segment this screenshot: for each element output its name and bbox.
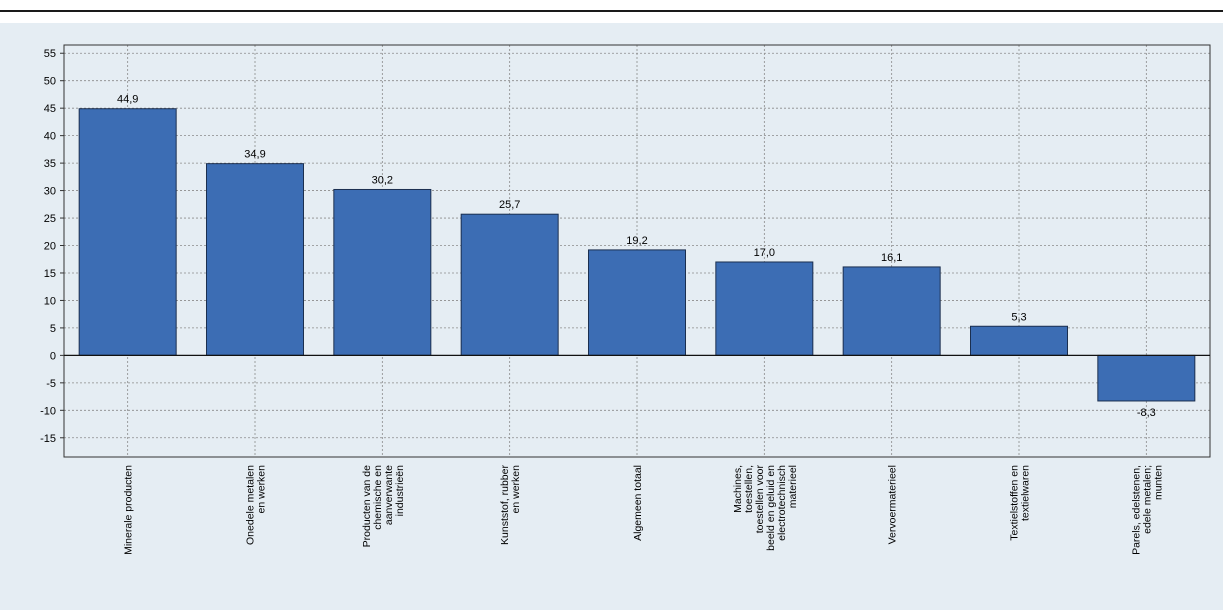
- y-tick-label: 35: [44, 158, 56, 170]
- x-category-label-line: edele metalen;: [1141, 465, 1153, 534]
- value-label: 5,3: [1011, 311, 1026, 323]
- x-category-label-line: Onedele metalen: [245, 465, 257, 545]
- x-axis-labels: Minerale producten Onedele metalen en werk…: [123, 465, 1165, 555]
- y-tick-label: 25: [44, 213, 56, 225]
- y-tick-label: 45: [44, 103, 56, 115]
- value-label: 34,9: [244, 149, 265, 161]
- value-label: 19,2: [626, 235, 647, 247]
- bar: [1097, 354, 1196, 402]
- y-tick-label: 20: [44, 241, 56, 253]
- bar: [588, 249, 686, 356]
- x-category-label-line: Vervoermaterieel: [887, 465, 899, 544]
- y-tick-label: 55: [44, 48, 56, 60]
- x-category-label: Minerale producten: [123, 465, 135, 555]
- x-category-label: Onedele metalen en werken: [245, 465, 268, 545]
- x-category-label-line: Machines,: [732, 465, 744, 513]
- x-category-label: Producten van de chemische en aanverwante i…: [361, 465, 406, 547]
- x-category-label: Algemeen totaal: [632, 465, 644, 541]
- bars: [78, 108, 1196, 402]
- x-category-label: Kunststof, rubber en werken: [499, 465, 522, 545]
- value-label: 17,0: [754, 247, 775, 259]
- x-category-label-line: chemische en: [372, 465, 384, 530]
- x-category-label-line: textielwaren: [1020, 465, 1032, 521]
- value-label: 25,7: [499, 199, 520, 211]
- x-category-label-line: Algemeen totaal: [632, 465, 644, 541]
- bar: [715, 261, 814, 356]
- y-tick-label: 10: [44, 295, 56, 307]
- x-category-label-line: industrieën: [394, 465, 406, 517]
- x-category-label-line: en werken: [510, 465, 522, 514]
- y-tick-label: -15: [40, 433, 56, 445]
- x-category-label-line: Producten van de: [361, 465, 373, 547]
- bar: [842, 266, 941, 356]
- value-label: 44,9: [117, 94, 138, 106]
- x-category-label-line: aanverwante: [383, 465, 395, 525]
- y-tick-label: 40: [44, 131, 56, 143]
- x-category-label: Parels, edelstenen, edele metalen; munten: [1130, 465, 1164, 555]
- x-category-label: Textielstoffen en textielwaren: [1009, 465, 1032, 541]
- x-category-label-line: Kunststof, rubber: [499, 465, 511, 545]
- x-category-label-line: toestellen voor: [754, 465, 766, 534]
- x-category-label-line: electrotechnisch: [776, 465, 788, 541]
- y-tick-label: 50: [44, 76, 56, 88]
- x-category-label-line: materieel: [787, 465, 799, 508]
- plot-frame: [63, 44, 1211, 458]
- bar: [460, 213, 559, 356]
- x-category-label-line: munten: [1152, 465, 1164, 500]
- x-category-label: Machines, toestellen, toestellen voor beeld…: [732, 465, 799, 551]
- x-category-label-line: beeld en geluid en: [765, 465, 777, 551]
- x-category-label-line: toestellen,: [743, 465, 755, 513]
- y-tick-label: 5: [50, 323, 56, 335]
- bar: [970, 325, 1068, 356]
- value-label: 16,1: [881, 252, 902, 264]
- y-tick-label: -10: [40, 405, 56, 417]
- bar: [206, 163, 304, 356]
- value-label: 30,2: [372, 174, 393, 186]
- x-category-label-line: Parels, edelstenen,: [1130, 465, 1142, 555]
- x-category-label-line: en werken: [256, 465, 268, 514]
- bar: [78, 108, 177, 356]
- value-labels: 44,9 34,9 30,2 25,7 19,2 17,0 16,1 5,3 -8,3: [117, 94, 1156, 419]
- x-category-label-line: Textielstoffen en: [1009, 465, 1021, 541]
- value-label: -8,3: [1137, 407, 1156, 419]
- bar: [333, 188, 432, 356]
- x-category-label-line: Minerale producten: [123, 465, 135, 555]
- x-category-label: Vervoermaterieel: [887, 465, 899, 544]
- y-tick-label: 30: [44, 186, 56, 198]
- top-rule: [0, 10, 1223, 12]
- y-tick-label: 0: [50, 350, 56, 362]
- y-tick-label: -5: [46, 378, 56, 390]
- y-tick-label: 15: [44, 268, 56, 280]
